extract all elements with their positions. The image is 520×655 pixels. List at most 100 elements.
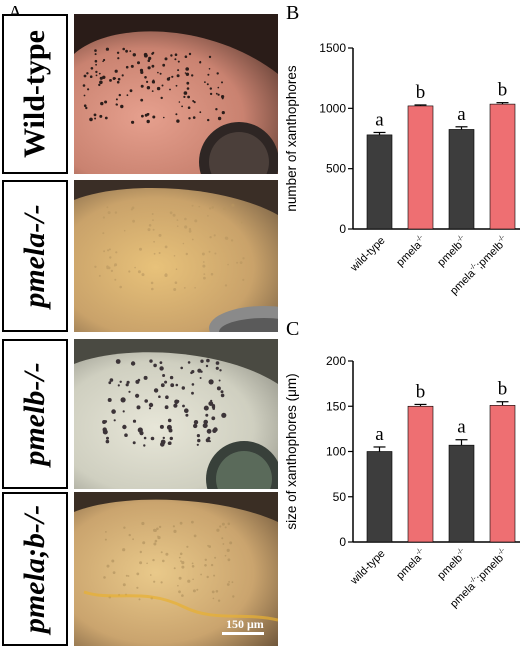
pigment-cell xyxy=(184,408,189,413)
pigment-cell xyxy=(210,563,214,567)
pigment-cell xyxy=(128,270,131,273)
pigment-cell xyxy=(220,393,225,398)
pigment-cell xyxy=(214,252,217,255)
pigment-cell xyxy=(105,47,109,51)
pigment-cell xyxy=(114,69,118,73)
pigment-cell xyxy=(158,395,161,398)
pigment-cell xyxy=(153,363,157,368)
pigment-cell xyxy=(220,390,224,394)
pigment-cell xyxy=(95,74,98,77)
chart-b-y-tick-label: 500 xyxy=(326,162,346,176)
pigment-cell xyxy=(169,375,174,380)
pigment-cell xyxy=(170,54,173,57)
pigment-cell xyxy=(160,383,165,388)
genotype-label-box-pmela: pmela-/- xyxy=(2,180,68,332)
pigment-cell xyxy=(211,590,215,594)
pigment-cell xyxy=(174,281,178,284)
pigment-cell xyxy=(215,590,219,593)
pigment-cell xyxy=(219,525,222,528)
pigment-cell xyxy=(156,86,161,91)
pigment-cell xyxy=(188,229,192,233)
panel-label-b: B xyxy=(286,2,300,24)
pigment-cell xyxy=(183,95,186,98)
category-label-part: pmela xyxy=(448,267,478,297)
pigment-cell xyxy=(126,380,130,384)
chart-xanthophore-number: 0 500 1000 1500 number of xanthophores a wild-… xyxy=(282,0,520,318)
pigment-cell xyxy=(129,50,132,52)
pigment-cell xyxy=(146,562,148,565)
pigment-cell xyxy=(184,55,188,58)
pigment-cell xyxy=(106,436,109,440)
pigment-cell xyxy=(191,520,194,524)
pigment-cell xyxy=(151,90,154,92)
pigment-cell xyxy=(173,403,178,408)
pigment-cell xyxy=(104,116,108,120)
pigment-cell xyxy=(142,541,146,545)
pigment-cell xyxy=(219,369,222,372)
pigment-cell xyxy=(159,72,162,75)
pigment-cell xyxy=(123,229,126,232)
pigment-cell xyxy=(184,217,187,221)
pigment-cell xyxy=(177,60,180,63)
pigment-cell xyxy=(98,274,101,277)
chart-c-y-tick-label: 50 xyxy=(333,490,347,504)
genotype-label-box-wild-type: Wild-type xyxy=(2,14,68,174)
scale-bar-label: 150 μm xyxy=(226,617,264,631)
category-label-superscript: -/- xyxy=(456,233,466,243)
pigment-cell xyxy=(212,597,215,600)
pigment-cell xyxy=(150,281,154,285)
pigment-cell xyxy=(153,388,159,393)
pigment-cell xyxy=(178,101,181,103)
pigment-cell xyxy=(200,370,203,373)
pigment-cell xyxy=(99,76,103,80)
pigment-cell xyxy=(196,434,200,438)
pigment-cell xyxy=(124,433,128,437)
pigment-cell xyxy=(208,379,214,385)
chart-b-bar xyxy=(448,129,475,230)
pigment-cell xyxy=(150,574,152,576)
pigment-cell xyxy=(185,413,189,417)
pigment-cell xyxy=(117,77,121,81)
chart-b-category-label: pmela-/- xyxy=(394,233,430,269)
pigment-cell xyxy=(221,95,225,99)
pigment-cell xyxy=(176,74,180,78)
pigment-cell xyxy=(135,379,140,384)
pigment-cell xyxy=(153,252,156,255)
pigment-cell xyxy=(230,239,234,242)
pigment-cell xyxy=(212,428,217,433)
chart-b-y-tick-label: 1500 xyxy=(319,41,346,55)
pigment-cell xyxy=(141,273,145,277)
pigment-cell xyxy=(164,273,168,277)
pigment-cell xyxy=(152,80,155,84)
pigment-cell xyxy=(164,380,168,384)
pigment-cell xyxy=(224,526,227,529)
pigment-cell xyxy=(83,94,86,97)
pigment-cell xyxy=(208,68,211,70)
pigment-cell xyxy=(112,571,116,574)
chart-b-svg: 0 500 1000 1500 number of xanthophores a wild-… xyxy=(284,41,520,297)
pigment-cell xyxy=(83,74,87,78)
chart-c-bar xyxy=(489,405,516,543)
pigment-cell xyxy=(185,67,189,71)
pigment-cell xyxy=(205,413,209,417)
pigment-cell xyxy=(141,114,144,118)
pigment-cell xyxy=(87,88,90,91)
pigment-cell xyxy=(229,541,233,545)
chart-c-y-tick-label: 200 xyxy=(326,354,346,368)
pigment-cell xyxy=(202,423,208,429)
chart-c-bar xyxy=(366,451,393,543)
genotype-label-box-pmela-b: pmela;b-/- xyxy=(2,492,68,646)
pigment-cell xyxy=(109,79,112,82)
pigment-cell xyxy=(122,583,126,587)
pigment-cell xyxy=(111,409,116,414)
pigment-cell xyxy=(214,556,217,559)
pigment-cell xyxy=(170,383,175,388)
pigment-cell xyxy=(102,429,108,435)
pigment-cell xyxy=(107,398,112,402)
pigment-cell xyxy=(148,56,152,61)
pigment-cell xyxy=(146,119,150,124)
pigment-cell xyxy=(191,562,194,565)
pigment-cell xyxy=(144,76,147,79)
pigment-cell xyxy=(99,114,103,118)
pigment-cell xyxy=(103,250,106,253)
